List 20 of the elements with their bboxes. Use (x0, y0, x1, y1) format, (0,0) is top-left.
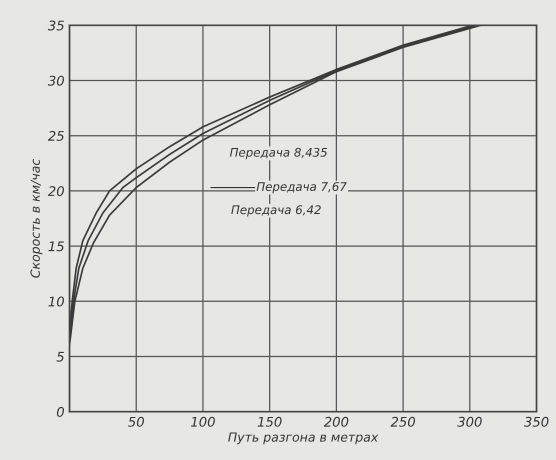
x-tick-label: 300 (457, 416, 482, 427)
y-tick-label: 20 (48, 186, 64, 196)
annotation: Передача 6,42 (231, 205, 321, 216)
x-tick-label: 350 (524, 416, 548, 427)
y-tick-label: 35 (48, 20, 64, 30)
y-tick-label: 25 (48, 130, 64, 141)
x-tick-label: 200 (324, 416, 348, 427)
y-tick-label: 15 (48, 241, 64, 252)
y-tick-label: 30 (48, 76, 64, 86)
y-axis-title: Скорость в км/час (30, 158, 42, 278)
x-axis-title: Путь разгона в метрах (228, 432, 378, 444)
x-tick-label: 50 (128, 416, 144, 427)
y-tick-label: 5 (56, 352, 64, 362)
annotation: Передача 8,435 (230, 148, 328, 160)
x-tick-label: 100 (190, 416, 215, 427)
annotation: Передача 7,67 (256, 182, 347, 194)
y-tick-label: 0 (56, 406, 64, 417)
x-tick-label: 250 (390, 416, 416, 427)
x-tick-label: 150 (258, 416, 282, 427)
y-tick-label: 10 (48, 296, 64, 306)
